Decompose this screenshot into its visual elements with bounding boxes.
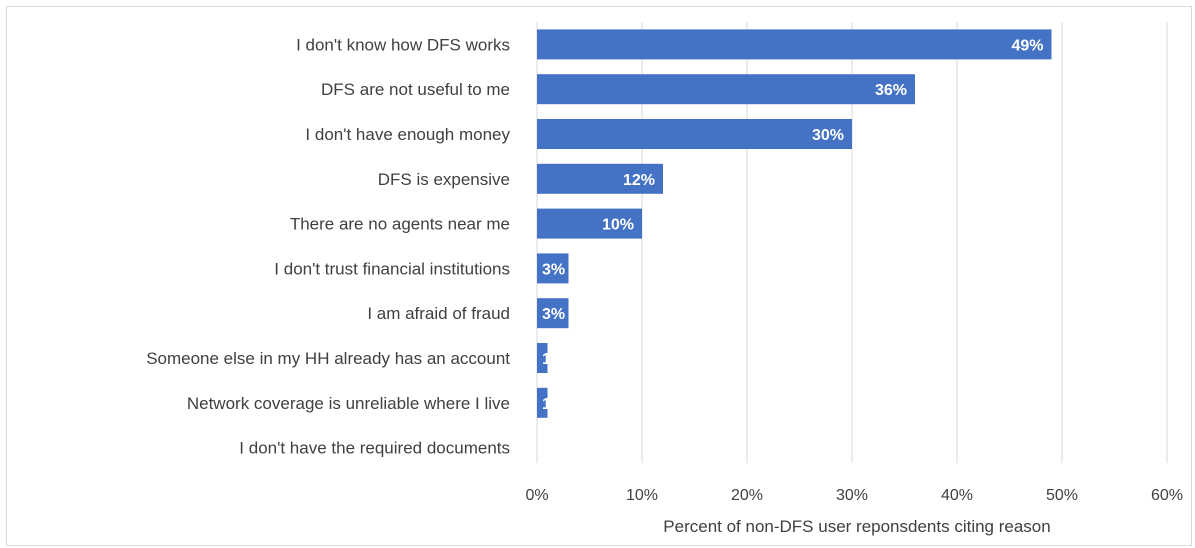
- bar: [537, 119, 852, 149]
- data-label: 12%: [623, 172, 655, 189]
- data-label: 3%: [542, 306, 565, 323]
- data-label: 36%: [875, 82, 907, 99]
- x-tick-label: 10%: [626, 487, 658, 504]
- category-label: DFS are not useful to me: [321, 80, 510, 99]
- category-labels: I don't know how DFS works DFS are not us…: [146, 35, 510, 457]
- category-label: DFS is expensive: [378, 170, 510, 189]
- x-tick-label: 30%: [836, 487, 868, 504]
- category-label: I am afraid of fraud: [367, 304, 510, 323]
- x-tick-label: 40%: [941, 487, 973, 504]
- category-label: There are no agents near me: [290, 215, 510, 234]
- bars: 49% 36% 30% 12% 10% 3% 3% 1% 1%: [537, 29, 1052, 417]
- data-label: 10%: [602, 217, 634, 234]
- bar: [537, 74, 915, 104]
- x-tick-label: 0%: [525, 487, 548, 504]
- category-label: I don't have the required documents: [239, 439, 510, 458]
- data-label: 49%: [1011, 37, 1043, 54]
- category-label: I don't trust financial institutions: [274, 259, 510, 278]
- category-label: Someone else in my HH already has an acc…: [146, 349, 510, 368]
- data-label: 1%: [542, 396, 565, 413]
- data-label: 3%: [542, 261, 565, 278]
- data-label: 1%: [542, 351, 565, 368]
- x-tick-label: 60%: [1151, 487, 1183, 504]
- x-tick-label: 50%: [1046, 487, 1078, 504]
- x-tick-label: 20%: [731, 487, 763, 504]
- bar: [537, 29, 1052, 59]
- category-label: I don't have enough money: [305, 125, 510, 144]
- x-tick-labels: 0% 10% 20% 30% 40% 50% 60%: [525, 487, 1183, 504]
- category-label: Network coverage is unreliable where I l…: [187, 394, 510, 413]
- category-label: I don't know how DFS works: [296, 35, 510, 54]
- data-label: 30%: [812, 127, 844, 144]
- x-axis-title: Percent of non-DFS user reponsdents citi…: [663, 517, 1050, 536]
